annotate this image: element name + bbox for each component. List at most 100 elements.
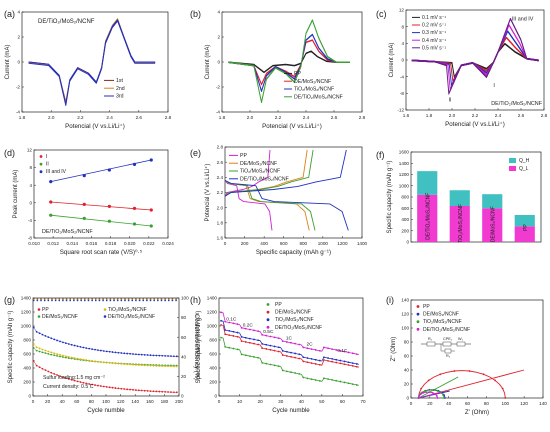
x-tick-label: 2.2 <box>472 113 479 118</box>
rate-point <box>347 351 350 354</box>
rate-point <box>298 343 301 346</box>
rate-point <box>236 335 239 338</box>
y-tick-label: -4 <box>28 218 33 223</box>
efficiency-point <box>80 299 82 302</box>
y-tick-label: 40 <box>404 368 410 373</box>
rate-point <box>285 355 288 357</box>
y-tick-label: 200 <box>401 228 409 233</box>
rate-point <box>290 371 292 374</box>
x-tick-label: 1.8 <box>19 115 26 120</box>
bar-category-label: PP <box>523 224 529 231</box>
peak-label: I <box>493 83 495 89</box>
rate-point <box>310 362 313 364</box>
rate-point <box>257 339 259 342</box>
legend-swatch <box>416 312 420 316</box>
panel-letter: (e) <box>190 148 201 158</box>
rate-point <box>343 360 346 363</box>
rate-point <box>323 346 325 349</box>
nyquist-point <box>443 397 445 399</box>
y-tick-label: 120 <box>401 312 409 317</box>
nyquist-point <box>418 395 421 397</box>
x-tick-label: 160 <box>146 399 154 404</box>
rate-point <box>355 353 358 356</box>
rate-point <box>277 350 280 353</box>
legend-entry: 0.2 mV s⁻¹ <box>422 23 446 29</box>
bar-ql <box>449 206 470 242</box>
bar-ql <box>417 194 438 242</box>
data-point <box>49 200 53 204</box>
x-tick-label: 2.8 <box>541 113 548 118</box>
rate-point <box>294 372 297 374</box>
data-point <box>82 174 86 178</box>
y-tick-label: 800 <box>209 338 217 343</box>
x-tick-label: 0.010 <box>28 241 40 246</box>
rate-point <box>220 336 222 339</box>
rate-point <box>248 341 251 344</box>
rate-label: 0.2C <box>243 323 254 329</box>
rate-point <box>232 322 235 325</box>
x-tick-label: 2.6 <box>518 113 525 118</box>
legend-entry: 0.5 mV s⁻¹ <box>422 45 446 51</box>
panel-h: 0 10 20 30 40 50 60 70 0 200 400 600 800 1000 1200 1400… <box>190 295 366 414</box>
rate-point <box>281 354 284 357</box>
panel-i: 0 20 40 60 80 100 120 140 0 20 40 60 80 100 120 140 Z' (… <box>386 295 547 416</box>
panel-g: 0 20 40 60 80 100 120 140 160 180 2000200400600800… <box>4 295 199 414</box>
x-tick-label: 60 <box>340 399 346 404</box>
legend-entry: I <box>46 154 47 160</box>
rate-point <box>294 352 297 355</box>
x-axis-label: Potencial (V vs.Li/Li⁺) <box>65 123 125 130</box>
cv-curve <box>411 17 539 95</box>
x-tick-label: 140 <box>131 399 139 404</box>
x-tick-label: 0 <box>224 241 227 246</box>
rate-point <box>314 349 317 351</box>
y-tick-label: 140 <box>401 298 409 303</box>
rate-point <box>343 381 346 384</box>
rate-point <box>343 363 346 366</box>
y-tick-label: 400 <box>23 366 31 371</box>
y-tick-label: 1400 <box>21 296 32 301</box>
bar-category-label: DE/MoS₂/NCNF <box>490 206 496 242</box>
x-tick-label: 1200 <box>337 241 348 246</box>
x-tick-label: 60 <box>465 401 471 406</box>
data-point <box>132 206 137 210</box>
rate-point <box>248 337 251 340</box>
rate-point <box>269 335 272 338</box>
rate-point <box>236 323 239 326</box>
panel-d: 0.010 0.012 0.014 0.016 0.018 0.020 0.022 0.024… <box>4 148 174 256</box>
x-tick-label: 2.8 <box>359 115 366 120</box>
efficiency-point <box>127 299 130 302</box>
data-point <box>82 202 86 206</box>
panel-letter: (f) <box>376 150 385 160</box>
legend-entry: PP <box>42 307 49 313</box>
rate-point <box>277 365 280 368</box>
rate-point <box>228 321 231 324</box>
discharge-curve <box>224 179 349 231</box>
rate-point <box>240 340 243 343</box>
bar-category-label: DE/TiO₂/MoS₂/NCNF <box>425 193 431 240</box>
bar-qh <box>449 190 470 206</box>
charge-curve <box>224 149 314 197</box>
y-tick-label: -2 <box>216 85 221 90</box>
panel-letter: (g) <box>4 295 15 305</box>
efficiency-point <box>160 299 163 302</box>
legend-entry: DE/MoS₂/NCNF <box>240 161 277 167</box>
data-point <box>149 208 153 212</box>
efficiency-point <box>102 299 104 302</box>
plot-frame <box>218 297 364 397</box>
legend-entry: Q_L <box>519 166 529 172</box>
nyquist-point <box>417 397 420 399</box>
x-tick-label: 80 <box>484 401 490 406</box>
x-tick-label: 1.8 <box>426 113 433 118</box>
y-tick-label: 600 <box>209 352 217 357</box>
panel-letter: (i) <box>386 295 394 305</box>
y-tick-label: 4 <box>217 10 220 15</box>
x-axis-label: Cycle numble <box>87 407 125 414</box>
nyquist-point <box>420 387 423 390</box>
efficiency-point <box>62 299 64 302</box>
capacity-curve <box>33 327 177 357</box>
rate-point <box>257 356 259 359</box>
y2-axis-label: Coulombic efficiency (%) <box>193 314 199 380</box>
efficiency-point <box>131 299 134 302</box>
x-axis-label: Cycle numble <box>272 407 310 414</box>
rate-point <box>236 331 239 334</box>
